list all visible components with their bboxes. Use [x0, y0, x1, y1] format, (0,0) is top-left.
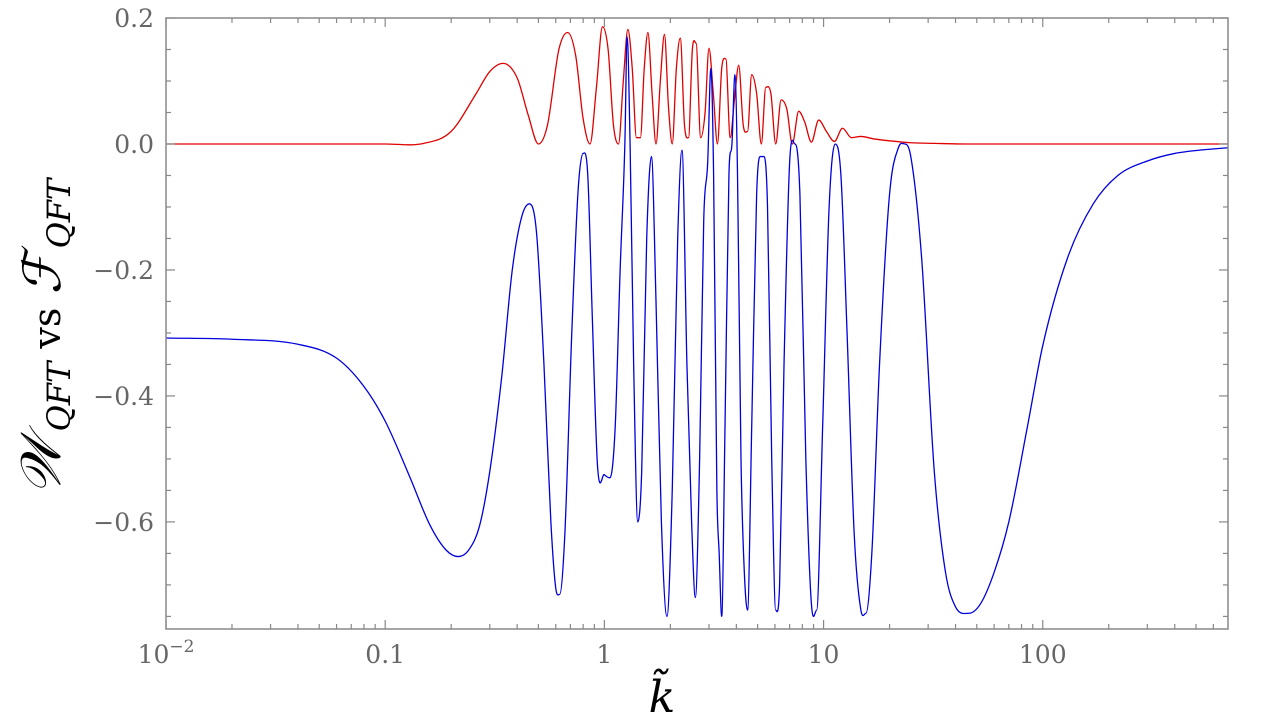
- x-tick-label: 10−2: [138, 637, 195, 669]
- series-layer: [165, 26, 1229, 618]
- x-axis-title: k̃: [649, 667, 676, 720]
- y-tick-label: 0.2: [114, 4, 154, 33]
- x-tick-label: 0.1: [365, 640, 405, 669]
- plot-frame: [165, 17, 1229, 630]
- y-title-vs: vs: [25, 308, 69, 350]
- x-tick-label-exponent: −2: [169, 637, 194, 657]
- y-axis-title: 𝒲 QFT vs ℱ QFT: [9, 176, 78, 495]
- x-tick-label: 10: [808, 640, 840, 669]
- y-tick-label: −0.6: [93, 508, 154, 537]
- ticks-layer: [165, 17, 1228, 629]
- x-tick-label: 100: [1019, 640, 1067, 669]
- y-tick-label: −0.2: [93, 256, 154, 285]
- y-title-w-subscript: QFT: [40, 359, 78, 431]
- y-tick-label: −0.4: [93, 382, 154, 411]
- x-tick-label-base: 10: [138, 640, 170, 669]
- series-line-1: [166, 26, 1228, 146]
- y-tick-label: 0.0: [114, 130, 154, 159]
- y-title-f-subscript: QFT: [40, 176, 78, 248]
- x-tick-label: 1: [596, 640, 612, 669]
- series-line-2: [165, 36, 1229, 618]
